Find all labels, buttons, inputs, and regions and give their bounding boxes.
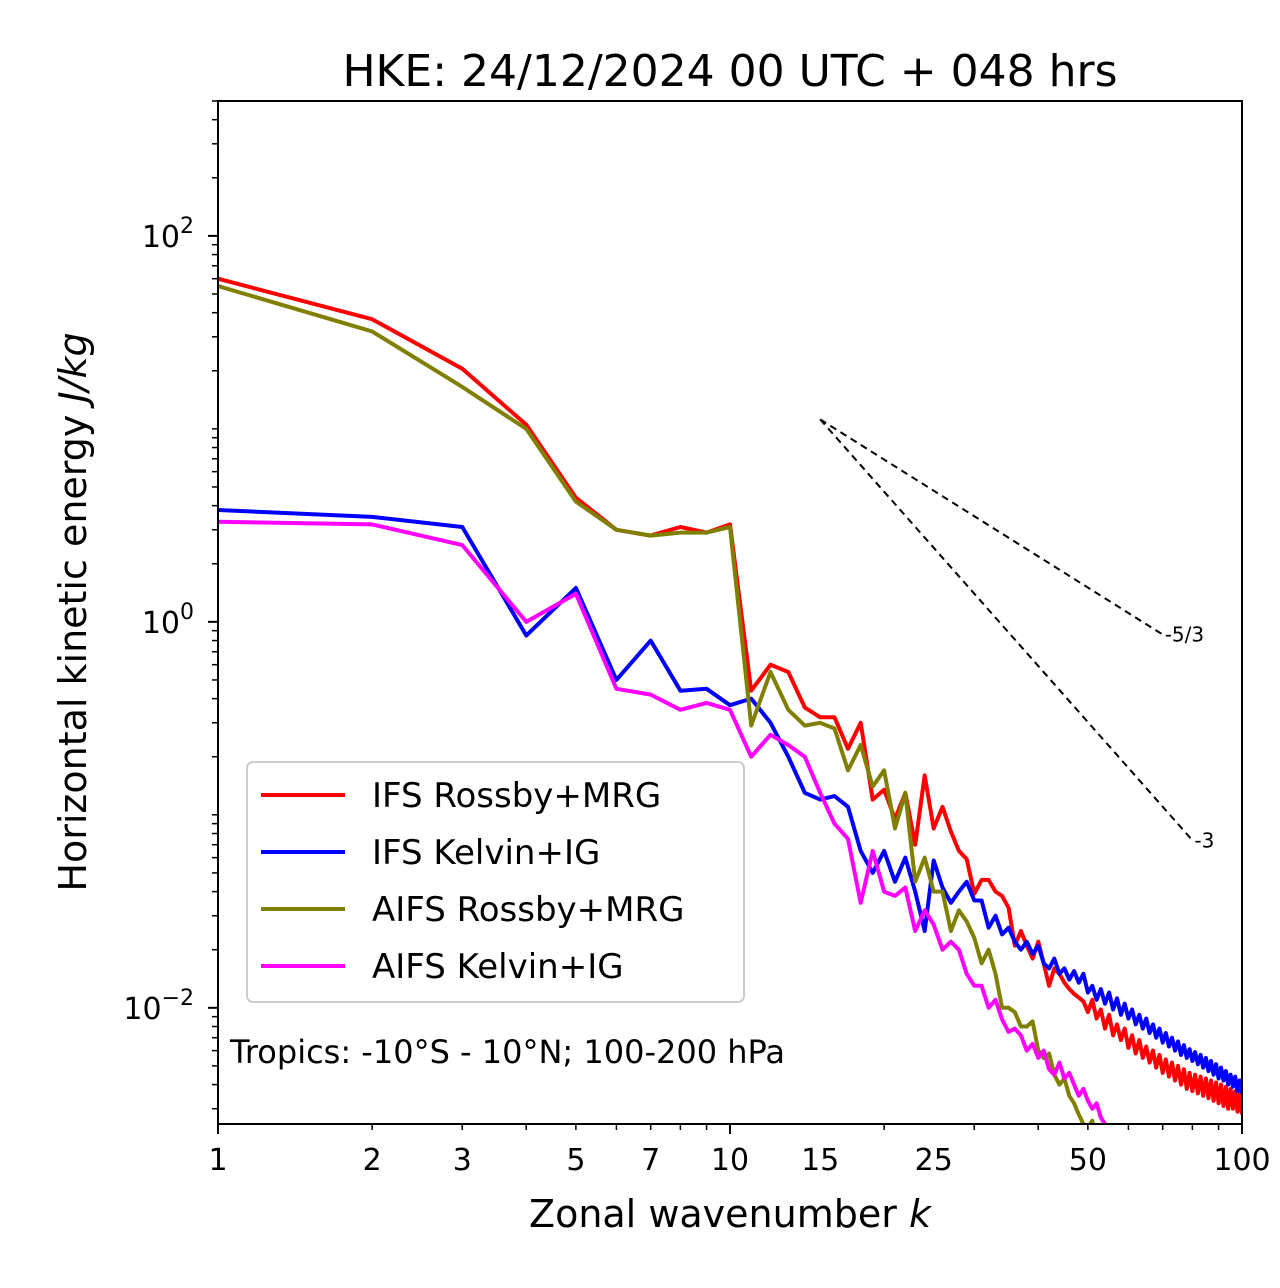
chart-title: HKE: 24/12/2024 00 UTC + 048 hrs xyxy=(342,46,1117,97)
x-tick-label: 15 xyxy=(801,1143,839,1178)
x-axis-label: Zonal wavenumber k xyxy=(529,1192,933,1236)
series-line xyxy=(218,284,1095,1124)
series-line xyxy=(218,519,1108,1124)
reference-slope-lines xyxy=(819,418,1194,841)
reference-slope-label: -5/3 xyxy=(1165,623,1204,647)
y-tick-label: 100 xyxy=(142,600,194,641)
x-tick-label: 50 xyxy=(1069,1143,1107,1178)
reference-slope-label: -3 xyxy=(1194,828,1214,852)
x-tick-label: 5 xyxy=(566,1143,585,1178)
y-tick-label: 102 xyxy=(142,214,194,255)
reference-line xyxy=(819,418,1164,636)
legend: IFS Rossby+MRG IFS Kelvin+IG AIFS Rossby+M… xyxy=(246,761,745,1003)
x-tick-label: 3 xyxy=(453,1143,472,1178)
legend-label: IFS Kelvin+IG xyxy=(372,833,600,873)
legend-label: AIFS Rossby+MRG xyxy=(372,890,684,930)
series-line xyxy=(218,508,1242,1094)
plot-frame xyxy=(217,100,1243,1125)
region-annotation: Tropics: -10°S - 10°N; 100-200 hPa xyxy=(229,1033,785,1071)
x-tick-label: 10 xyxy=(711,1143,749,1178)
legend-label: IFS Rossby+MRG xyxy=(372,776,661,816)
reference-line xyxy=(819,418,1194,841)
x-tick-label: 2 xyxy=(363,1143,382,1178)
series-line xyxy=(218,276,1242,1115)
x-tick-label: 25 xyxy=(915,1143,953,1178)
y-tick-labels: 10−2 100 102 xyxy=(123,214,194,1027)
y-axis-label: Horizontal kinetic energy J/kg xyxy=(51,332,95,891)
x-tick-label: 1 xyxy=(208,1143,227,1178)
x-tick-labels: 1 2 3 5 7 10 15 25 50 100 xyxy=(208,1143,1270,1178)
y-tick-label: 10−2 xyxy=(123,986,194,1027)
x-tick-label: 7 xyxy=(641,1143,660,1178)
x-tick-label: 100 xyxy=(1213,1143,1270,1178)
series-lines xyxy=(218,276,1242,1124)
legend-box xyxy=(246,761,745,1003)
legend-label: AIFS Kelvin+IG xyxy=(372,947,624,987)
